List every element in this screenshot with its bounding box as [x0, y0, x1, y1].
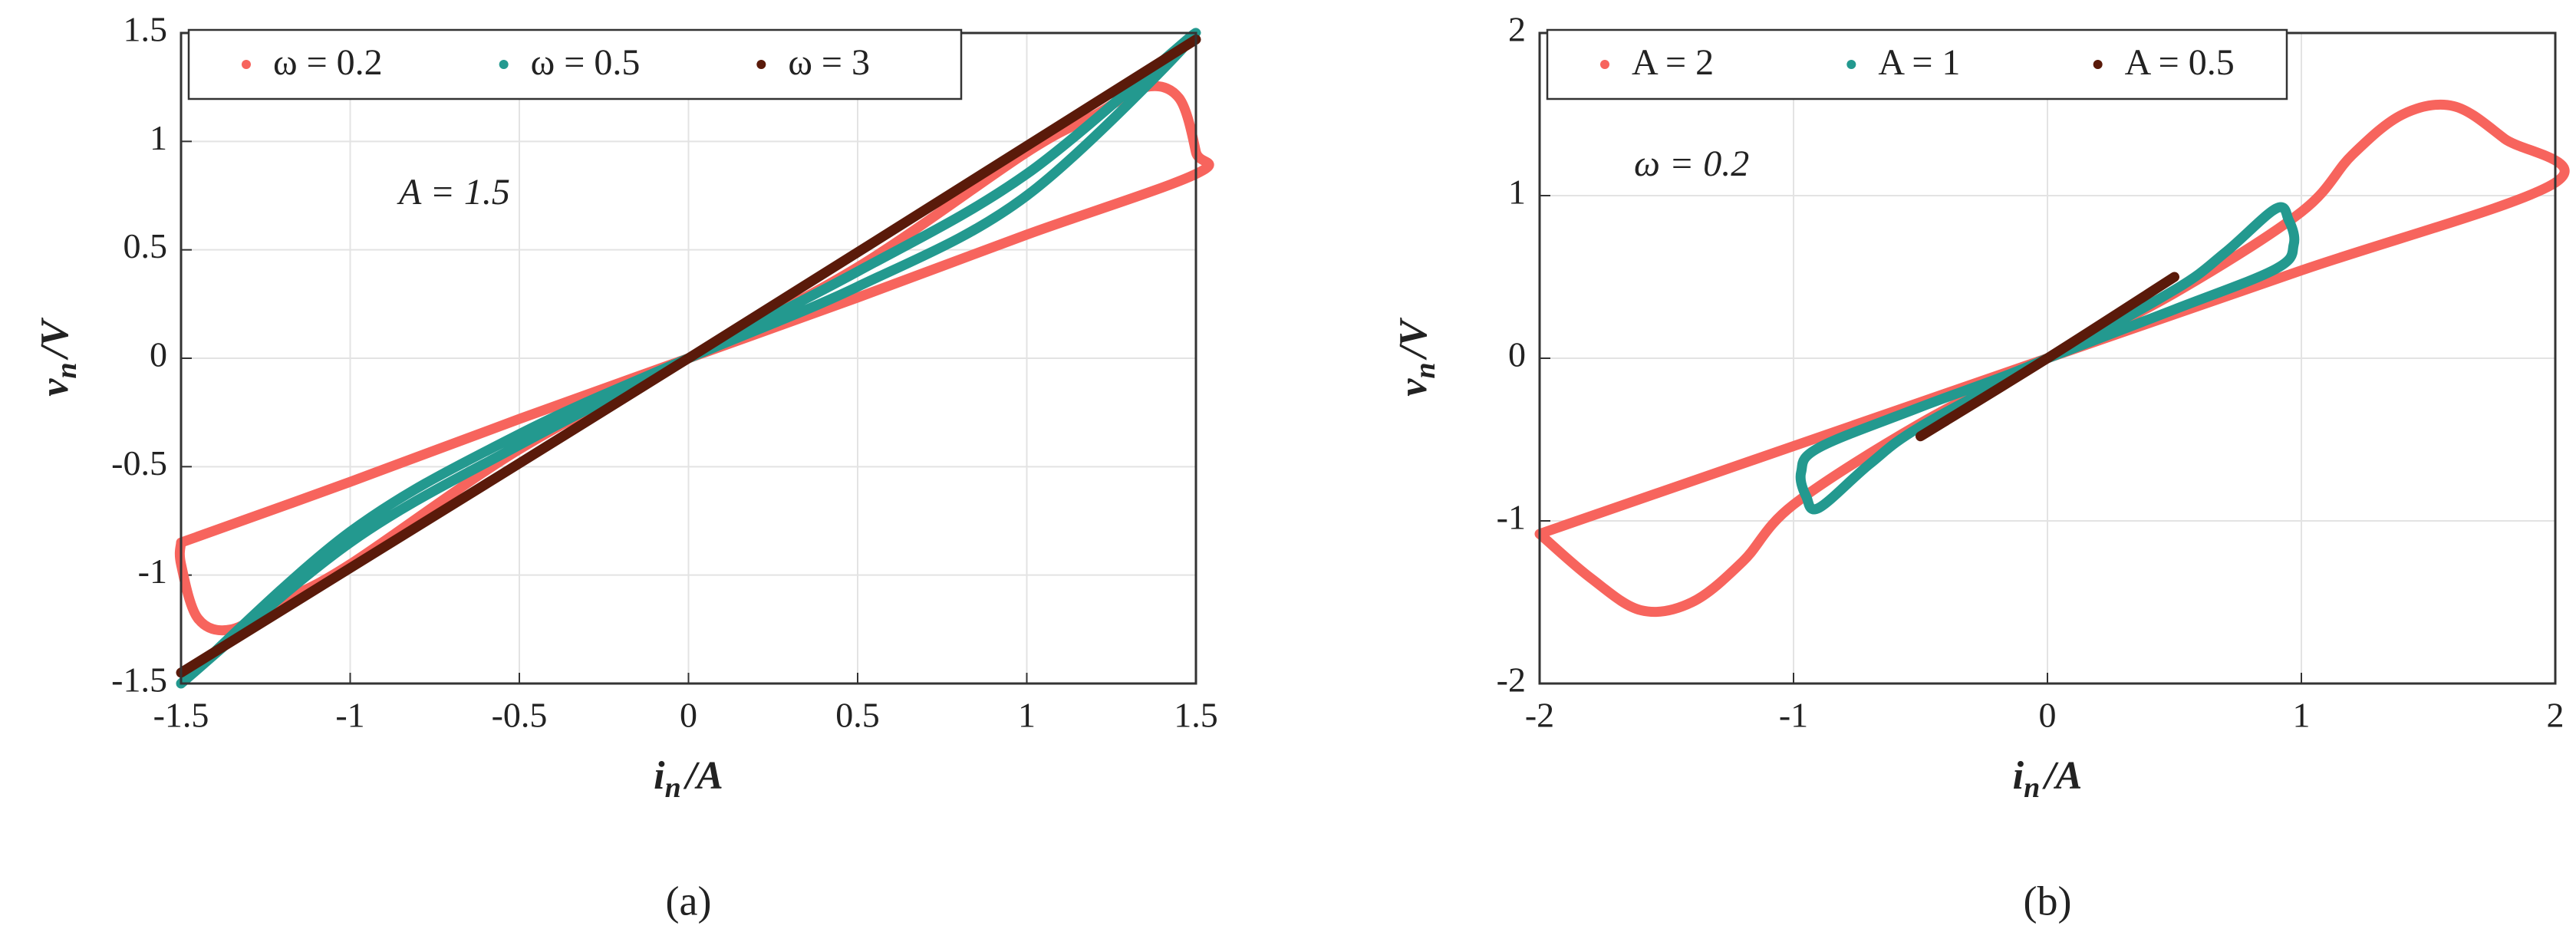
x-axis-label: in/A — [2013, 754, 2083, 804]
legend-marker — [756, 60, 766, 69]
y-tick-label: -2 — [1497, 660, 1526, 700]
y-tick-label: 2 — [1508, 10, 1526, 49]
legend-marker — [1600, 60, 1609, 69]
legend-label: A = 0.5 — [2125, 42, 2235, 83]
x-tick-label: -2 — [1525, 696, 1554, 735]
y-axis-label: vn/V — [1392, 317, 1441, 397]
y-tick-label: 1.5 — [124, 10, 168, 49]
x-tick-label: 1 — [1018, 696, 1036, 735]
annotation: A = 1.5 — [397, 172, 510, 212]
legend-box — [1546, 28, 2288, 100]
y-tick-label: -1 — [138, 552, 167, 591]
x-tick-label: -1.5 — [153, 696, 209, 735]
y-axis-label-subscript: n — [51, 362, 83, 378]
legend-marker — [499, 60, 509, 69]
legend-marker — [2093, 60, 2103, 69]
legend-marker — [1846, 60, 1856, 69]
legend-marker — [242, 60, 251, 69]
legend-label: ω = 0.5 — [531, 42, 641, 83]
y-tick-label: 0.5 — [124, 226, 168, 265]
x-axis-label-unit: /A — [683, 754, 723, 798]
y-axis-label-subscript: n — [1409, 362, 1441, 378]
x-tick-label: 0 — [680, 696, 697, 735]
x-tick-label: 1 — [2293, 696, 2311, 735]
y-tick-label: -1.5 — [111, 660, 167, 700]
x-tick-label: 2 — [2547, 696, 2564, 735]
x-tick-label: -0.5 — [492, 696, 548, 735]
y-tick-label: -0.5 — [111, 443, 167, 483]
x-axis-label-symbol: i — [654, 754, 665, 798]
series-line — [1916, 272, 2179, 442]
y-tick-label: 1 — [150, 118, 167, 157]
legend-label: A = 2 — [1632, 42, 1714, 83]
x-tick-label: 0 — [2039, 696, 2057, 735]
x-tick-label: 1.5 — [1174, 696, 1218, 735]
y-axis-label-unit: /V — [33, 317, 77, 361]
x-axis-label-unit: /A — [2041, 754, 2082, 798]
x-axis-label-symbol: i — [2013, 754, 2024, 798]
y-tick-label: -1 — [1497, 498, 1526, 537]
x-axis-label: in/A — [654, 754, 723, 804]
y-axis-label-unit: /V — [1392, 317, 1435, 361]
legend-box — [187, 28, 963, 100]
legend-label: ω = 0.2 — [273, 42, 383, 83]
y-axis-label-symbol: v — [33, 378, 77, 397]
caption: (a) — [666, 878, 712, 924]
y-axis-label: vn/V — [33, 317, 83, 397]
series-line — [176, 34, 1201, 678]
legend-label: ω = 3 — [788, 42, 870, 83]
y-tick-label: 1 — [1508, 173, 1526, 212]
y-tick-label: 0 — [1508, 335, 1526, 374]
x-tick-label: -1 — [335, 696, 364, 735]
x-tick-label: 0.5 — [835, 696, 880, 735]
y-tick-label: 0 — [150, 335, 167, 374]
x-axis-label-subscript: n — [665, 772, 681, 804]
caption: (b) — [2024, 878, 2072, 924]
x-axis-label-subscript: n — [2024, 772, 2040, 804]
legend-label: A = 1 — [1878, 42, 1960, 83]
y-axis-label-symbol: v — [1392, 378, 1435, 397]
annotation: ω = 0.2 — [1634, 143, 1749, 184]
x-tick-label: -1 — [1779, 696, 1808, 735]
